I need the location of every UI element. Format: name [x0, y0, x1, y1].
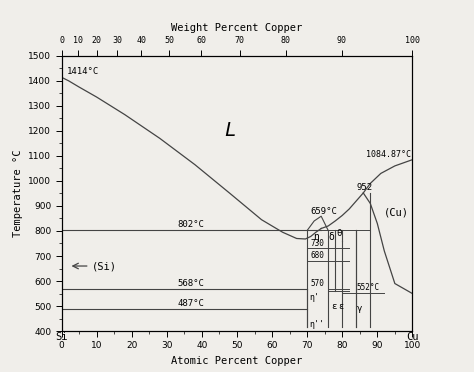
Text: 1414°C: 1414°C [67, 67, 99, 76]
Text: (Si): (Si) [91, 261, 117, 271]
Text: 1084.87°C: 1084.87°C [365, 150, 410, 159]
Text: 487°C: 487°C [177, 299, 204, 308]
Text: η: η [313, 232, 319, 242]
Text: γ: γ [357, 304, 363, 313]
Text: 952: 952 [356, 183, 373, 192]
Text: η'': η'' [309, 320, 324, 328]
Text: Si: Si [55, 332, 68, 342]
Text: L: L [224, 121, 236, 140]
Text: ε: ε [331, 302, 336, 311]
Text: η': η' [309, 293, 319, 302]
Text: 802°C: 802°C [177, 221, 204, 230]
Text: ε: ε [339, 302, 344, 311]
Text: 568°C: 568°C [177, 279, 204, 288]
Text: 570: 570 [311, 279, 325, 288]
Text: δ: δ [329, 232, 335, 242]
Text: 659°C: 659°C [310, 207, 337, 216]
Text: 552°C: 552°C [356, 283, 379, 292]
Text: (Cu): (Cu) [384, 207, 410, 217]
X-axis label: Weight Percent Copper: Weight Percent Copper [172, 23, 302, 33]
Text: θ: θ [336, 229, 341, 238]
Text: 730: 730 [311, 239, 325, 248]
Y-axis label: Temperature °C: Temperature °C [13, 150, 23, 237]
Text: 680: 680 [311, 251, 325, 260]
X-axis label: Atomic Percent Copper: Atomic Percent Copper [172, 356, 302, 366]
Text: Cu: Cu [406, 332, 419, 342]
